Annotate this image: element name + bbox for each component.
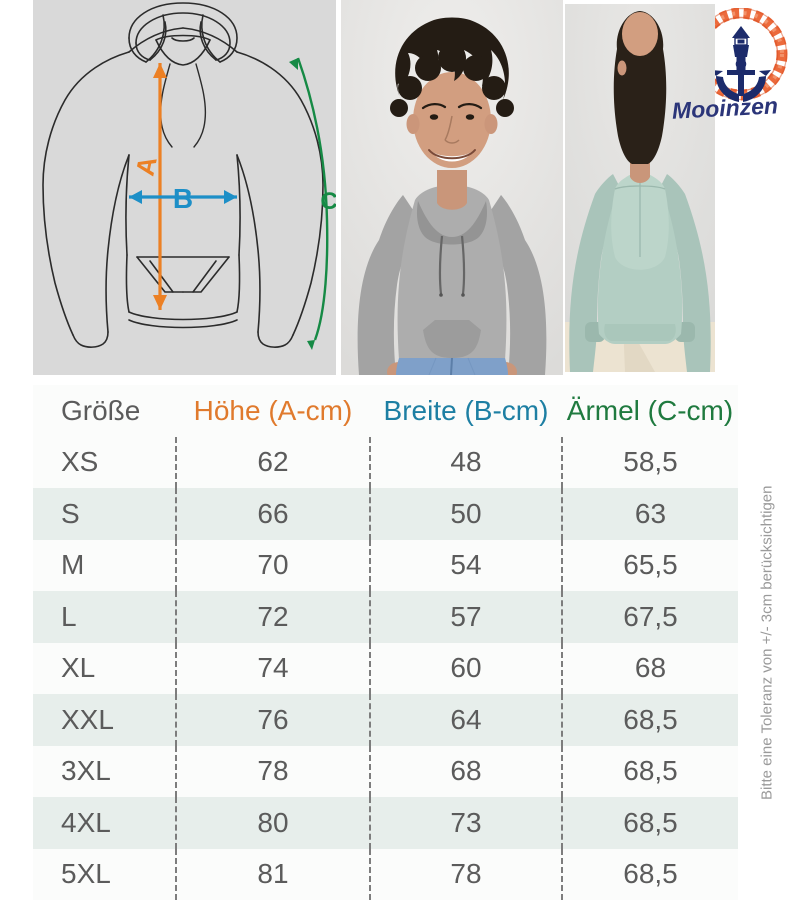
svg-text:C: C <box>320 188 336 215</box>
svg-text:B: B <box>173 183 193 214</box>
svg-text:A: A <box>130 154 163 179</box>
